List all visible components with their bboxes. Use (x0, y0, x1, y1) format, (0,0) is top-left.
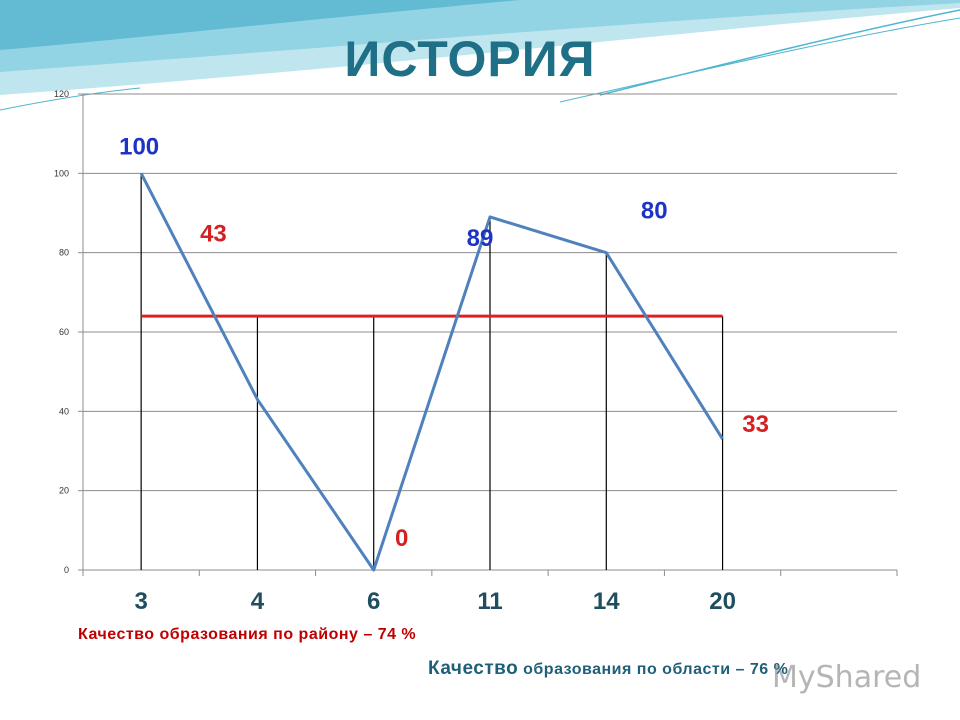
y-tick-label: 0 (64, 565, 69, 575)
series-line (139, 172, 724, 572)
y-tick-label: 80 (59, 248, 69, 258)
x-tick-label: 4 (251, 588, 265, 615)
decorative-swoosh (0, 0, 520, 50)
data-label: 100 (119, 133, 159, 160)
data-label: 89 (467, 225, 494, 252)
region-quality-note-lead: Качество (428, 658, 519, 679)
x-tick-label: 11 (477, 588, 502, 615)
region-quality-note-rest: образования по области – 76 % (518, 661, 789, 678)
region-quality-note: Качество образования по области – 76 % (428, 658, 788, 680)
watermark-logo: MyShared (772, 660, 922, 695)
x-tick-label: 14 (593, 588, 620, 615)
y-tick-label: 20 (59, 486, 69, 496)
data-label: 33 (742, 411, 769, 438)
x-tick-label: 6 (367, 588, 380, 615)
decorative-swoosh (0, 87, 141, 111)
data-label: 0 (395, 525, 408, 552)
decorative-swoosh (599, 9, 960, 96)
x-tick-label: 3 (134, 588, 147, 615)
y-tick-label: 120 (54, 89, 69, 99)
data-label: 43 (200, 220, 227, 247)
y-tick-label: 40 (59, 406, 69, 416)
data-label: 80 (641, 198, 668, 225)
decorative-swoosh (559, 17, 960, 103)
x-tick-label: 20 (709, 588, 736, 615)
y-tick-label: 100 (54, 168, 69, 178)
district-quality-note: Качество образования по району – 74 % (78, 626, 417, 643)
y-tick-label: 60 (59, 327, 69, 337)
slide-title: ИСТОРИЯ (344, 31, 596, 87)
